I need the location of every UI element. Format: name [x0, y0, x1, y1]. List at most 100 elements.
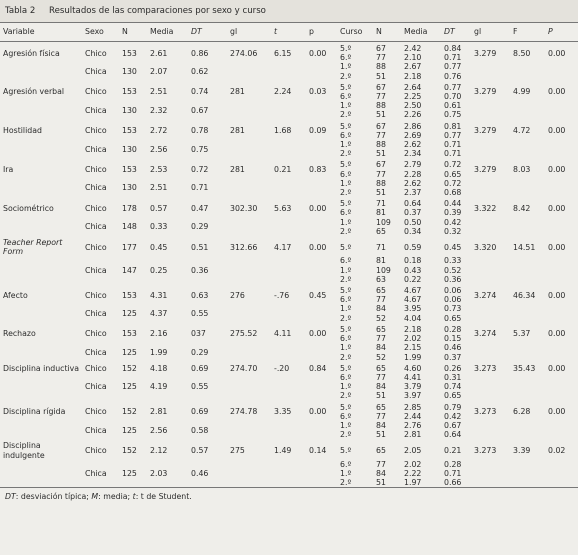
curso-n: 65	[376, 286, 386, 296]
curso-media-cell: 2.85 2.44	[401, 401, 441, 421]
empty	[545, 256, 578, 284]
curso-dt: 0.68	[444, 188, 462, 198]
empty	[471, 460, 510, 488]
curso-dt: 0.84	[444, 44, 462, 53]
curso-n: 77	[376, 411, 386, 421]
anova-f: 6.28	[513, 407, 531, 417]
sexo: Chico	[85, 363, 107, 373]
empty	[306, 421, 337, 439]
header-row: Variable Sexo N Media DT gl t p Curso N Media DT gl F…	[0, 22, 578, 42]
curso-n: 84	[376, 304, 386, 314]
curso: 1.º	[340, 265, 352, 275]
empty	[227, 421, 271, 439]
curso-dt: 0.72	[444, 160, 462, 170]
anova-p: 0.00	[548, 363, 566, 373]
curso-dt: 0.39	[444, 208, 462, 218]
curso-dt: 0.42	[444, 217, 462, 227]
curso-media: 2.76	[404, 420, 422, 430]
empty	[271, 179, 306, 197]
anova-gl: 3.279	[474, 126, 497, 136]
curso-media: 0.37	[404, 208, 422, 218]
curso-cell: 1.º 2.º	[337, 140, 373, 158]
curso-n: 51	[376, 188, 386, 198]
n: 153	[122, 290, 137, 300]
curso: 6.º	[340, 459, 352, 469]
curso: 2.º	[340, 110, 352, 120]
curso: 2.º	[340, 391, 352, 401]
sexo: Chica	[85, 183, 107, 193]
anova-gl: 3.274	[474, 290, 497, 300]
curso-media: 2.37	[404, 188, 422, 198]
media: 0.25	[150, 265, 168, 275]
empty	[306, 62, 337, 80]
curso-dt: 0.81	[444, 121, 462, 131]
curso: 6.º	[340, 372, 352, 382]
t: -.20	[274, 363, 290, 373]
curso-media: 2.28	[404, 169, 422, 179]
curso-n: 51	[376, 149, 386, 159]
curso-media: 1.97	[404, 478, 422, 488]
curso-n: 65	[376, 363, 386, 373]
variable-block: Ira Chico 153 2.53 0.72 281 0.21 0.83 5.º 6.º 67 77…	[0, 158, 578, 197]
empty	[227, 179, 271, 197]
curso-media: 2.62	[404, 178, 422, 188]
column-header: F	[510, 22, 545, 42]
curso-n: 88	[376, 101, 386, 111]
empty	[306, 304, 337, 322]
curso-cell: 6.º 1.º 2.º	[337, 373, 373, 401]
t: 4.17	[274, 242, 292, 252]
anova-f: 8.42	[513, 203, 531, 213]
sexo: Chico	[85, 407, 107, 417]
column-header: P	[545, 22, 578, 42]
curso-dt: 0.74	[444, 382, 462, 392]
curso-media: 0.18	[404, 256, 422, 266]
curso-media: 0.22	[404, 274, 422, 284]
curso-dt: 0.65	[444, 313, 462, 323]
empty	[545, 304, 578, 322]
curso: 5.º	[340, 160, 352, 170]
dt: 0.75	[191, 144, 209, 154]
curso-dt-cell: 0.44 0.39	[441, 197, 471, 217]
curso-dt: 0.79	[444, 402, 462, 412]
curso-media-cell: 2.15 1.99	[401, 343, 441, 361]
curso-dt: 0.15	[444, 334, 462, 344]
sexo: Chica	[85, 222, 107, 232]
curso-dt: 0.77	[444, 62, 462, 72]
curso-media: 4.60	[404, 363, 422, 373]
curso-dt-cell: 0.84 0.71	[441, 42, 471, 63]
media: 0.57	[150, 203, 168, 213]
empty	[510, 218, 545, 236]
curso: 2.º	[340, 149, 352, 159]
sexo: Chica	[85, 468, 107, 478]
sexo: Chica	[85, 67, 107, 76]
curso-n: 51	[376, 110, 386, 120]
media: 2.72	[150, 126, 168, 136]
curso-n: 88	[376, 178, 386, 188]
column-header: Variable	[0, 22, 82, 42]
gl: 281	[230, 126, 245, 136]
curso-media-cell: 0.64 0.37	[401, 197, 441, 217]
n: 130	[122, 67, 137, 76]
empty	[306, 101, 337, 119]
dt: 0.69	[191, 363, 209, 373]
curso-media-cell: 2.50 2.26	[401, 101, 441, 119]
curso: 6.º	[340, 411, 352, 421]
t: 2.24	[274, 87, 292, 97]
empty	[227, 101, 271, 119]
media: 0.45	[150, 242, 168, 252]
sexo: Chica	[85, 382, 107, 392]
curso: 1.º	[340, 343, 352, 353]
media: 2.51	[150, 87, 168, 97]
curso-media: 3.79	[404, 382, 422, 392]
empty	[510, 62, 545, 80]
sexo: Chico	[85, 445, 107, 455]
anova-f: 8.03	[513, 165, 531, 175]
curso-media: 2.02	[404, 334, 422, 344]
chico-row: Hostilidad Chico 153 2.72 0.78 281 1.68 0.09 5.º…	[0, 120, 578, 140]
empty	[227, 304, 271, 322]
chico-row: Rechazo Chico 153 2.16 037 275.52 4.11 0.00 5.º 6…	[0, 323, 578, 343]
curso-dt-cell: 0.06 0.06	[441, 284, 471, 304]
chica-row: Chica 130 2.07 0.62 1.º 2.º 88 51 2.67 2.18 0.77 0.…	[0, 62, 578, 80]
curso-n: 81	[376, 208, 386, 218]
